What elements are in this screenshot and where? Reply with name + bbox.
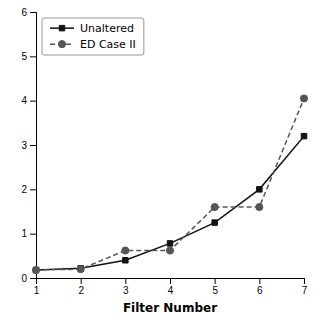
legend-label: ED Case II [80, 38, 136, 51]
y-axis-line [30, 13, 37, 279]
x-axis-tick-mark [170, 278, 171, 284]
series-point [211, 203, 218, 210]
y-axis-tick-label: 5 [21, 51, 27, 62]
x-axis-line [37, 279, 305, 285]
y-axis-tick-label: 3 [21, 140, 27, 151]
series-point [123, 258, 128, 263]
y-axis-tick-mark [30, 12, 36, 13]
x-axis-tick-mark [259, 278, 260, 284]
series-line [36, 136, 304, 270]
x-axis-tick-mark [125, 278, 126, 284]
series-point [33, 267, 38, 272]
y-axis-tick-label: 4 [21, 95, 27, 106]
legend-marker [59, 25, 64, 30]
x-axis: 1 2 3 4 5 6 7 [34, 278, 308, 296]
lines [36, 98, 304, 270]
series-point [256, 203, 263, 210]
plot: 12345670123456UnalteredED Case II [21, 7, 307, 296]
x-axis-tick: 7 [302, 278, 308, 296]
y-axis-tick: 2 [21, 184, 36, 195]
x-axis-tick-label: 3 [123, 285, 129, 296]
x-axis-tick: 1 [34, 278, 40, 296]
y-axis-tick-mark [30, 101, 36, 102]
y-axis-tick-mark [30, 145, 36, 146]
x-axis-tick: 5 [212, 278, 218, 296]
x-axis-tick-label: 4 [168, 285, 174, 296]
y-axis-tick-mark [30, 189, 36, 190]
y-axis-tick: 5 [21, 51, 36, 62]
series-point [212, 220, 217, 225]
y-axis-tick: 6 [21, 7, 36, 18]
legend-label: Unaltered [80, 22, 134, 35]
x-axis-tick: 3 [123, 278, 129, 296]
series-point [166, 247, 173, 254]
x-axis-tick-label: 5 [212, 285, 218, 296]
x-axis-title: Filter Number [123, 301, 217, 315]
y-axis-tick: 4 [21, 95, 36, 106]
legend-item: Unaltered [50, 22, 134, 35]
x-axis-tick: 4 [168, 278, 174, 296]
x-axis-tick-label: 7 [302, 285, 308, 296]
series-point [122, 247, 129, 254]
x-axis-tick: 6 [257, 278, 263, 296]
y-axis-tick: 0 [21, 273, 36, 284]
series-point [167, 241, 172, 246]
y-axis-tick-label: 2 [21, 184, 27, 195]
x-axis-tick-mark [215, 278, 216, 284]
x-axis-tick-label: 2 [78, 285, 84, 296]
legend-box [42, 18, 144, 55]
x-axis-tick-label: 6 [257, 285, 263, 296]
y-axis-tick-label: 0 [21, 273, 27, 284]
y-axis-tick-mark [30, 234, 36, 235]
series-point [301, 133, 306, 138]
x-axis-tick-label: 1 [34, 285, 40, 296]
x-axis-tick-mark [304, 278, 305, 284]
series-point [77, 266, 84, 273]
series-line [36, 98, 304, 270]
y-axis-tick-label: 1 [21, 228, 27, 239]
y-axis-tick-mark [30, 278, 36, 279]
y-axis: 0 1 2 3 4 5 6 [21, 7, 36, 284]
legend: Unaltered ED Case II [42, 18, 144, 55]
points [32, 95, 307, 274]
chart: 12345670123456UnalteredED Case IIFilter … [0, 0, 320, 320]
x-axis-tick: 2 [78, 278, 84, 296]
y-axis-tick: 1 [21, 228, 36, 239]
legend-item: ED Case II [50, 38, 136, 51]
y-axis-tick-mark [30, 56, 36, 57]
y-axis-tick-label: 6 [21, 7, 27, 18]
series-point [300, 95, 307, 102]
series-point [257, 187, 262, 192]
y-axis-tick: 3 [21, 140, 36, 151]
legend-marker [58, 41, 65, 48]
series-point [32, 266, 39, 273]
x-axis-tick-mark [81, 278, 82, 284]
